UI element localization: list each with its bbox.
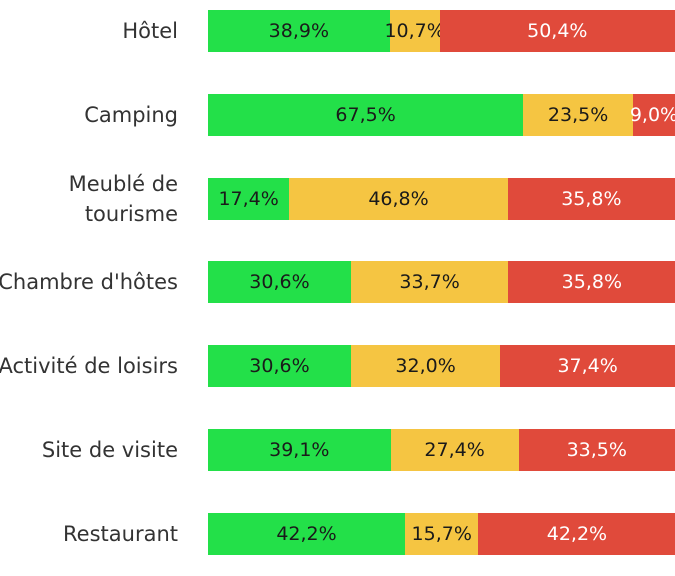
value-label: 33,5% bbox=[566, 439, 627, 461]
chart: Hôtel 38,9% 10,7% 50,4% Camping 67,5% 23,5% 9,0… bbox=[0, 10, 675, 555]
bar-segment: 42,2% bbox=[208, 512, 406, 555]
bar-segment: 30,6% bbox=[208, 261, 351, 304]
value-label: 30,6% bbox=[249, 271, 310, 294]
value-label: 35,8% bbox=[561, 187, 622, 210]
bar-segment: 33,7% bbox=[350, 261, 509, 304]
value-label: 35,8% bbox=[561, 271, 623, 294]
value-label: 42,2% bbox=[546, 522, 608, 545]
bar-segment: 35,8% bbox=[508, 261, 675, 304]
category-label: Site de visite bbox=[41, 438, 178, 462]
value-label: 38,9% bbox=[268, 20, 329, 42]
bar-segment: 50,4% bbox=[439, 10, 675, 52]
category-label: Chambre d'hôtes bbox=[0, 270, 178, 295]
value-label: 15,7% bbox=[411, 522, 472, 545]
value-label: 17,4% bbox=[218, 187, 279, 210]
category-label: Camping bbox=[84, 102, 178, 127]
bar-segment: 38,9% bbox=[208, 10, 390, 52]
value-label: 50,4% bbox=[527, 20, 588, 42]
value-label: 46,8% bbox=[368, 187, 429, 210]
bar-segment: 27,4% bbox=[390, 429, 519, 471]
bar-segment: 17,4% bbox=[208, 177, 290, 220]
bar-segment: 35,8% bbox=[507, 177, 675, 220]
category-label: Activité de loisirs bbox=[0, 354, 178, 379]
category-label: Restaurant bbox=[63, 521, 178, 546]
bar-segment: 33,5% bbox=[518, 429, 675, 471]
bar-segment: 46,8% bbox=[289, 177, 508, 220]
bar-segment: 39,1% bbox=[208, 429, 391, 471]
category-label: Meublé de tourisme bbox=[68, 171, 178, 226]
value-label: 30,6% bbox=[249, 355, 310, 378]
value-label: 39,1% bbox=[269, 439, 330, 461]
value-label: 32,0% bbox=[395, 355, 456, 378]
bar-segment: 32,0% bbox=[350, 345, 501, 388]
bar-segment: 23,5% bbox=[523, 93, 633, 136]
bar-segment: 15,7% bbox=[405, 512, 479, 555]
bar-segment: 37,4% bbox=[500, 345, 675, 388]
value-label: 9,0% bbox=[629, 103, 675, 126]
value-label: 42,2% bbox=[276, 522, 337, 545]
value-label: 27,4% bbox=[424, 439, 485, 461]
value-label: 33,7% bbox=[399, 271, 460, 294]
category-label: Hôtel bbox=[122, 19, 178, 43]
bar-segment: 10,7% bbox=[384, 10, 445, 52]
bar-segment: 67,5% bbox=[208, 93, 524, 136]
value-label: 23,5% bbox=[547, 103, 609, 126]
value-label: 67,5% bbox=[335, 103, 396, 126]
bar-segment: 30,6% bbox=[208, 345, 351, 388]
bar-segment: 9,0% bbox=[629, 93, 675, 136]
value-label: 37,4% bbox=[557, 355, 618, 378]
value-label: 10,7% bbox=[384, 20, 445, 42]
bar-segment: 42,2% bbox=[478, 512, 675, 555]
